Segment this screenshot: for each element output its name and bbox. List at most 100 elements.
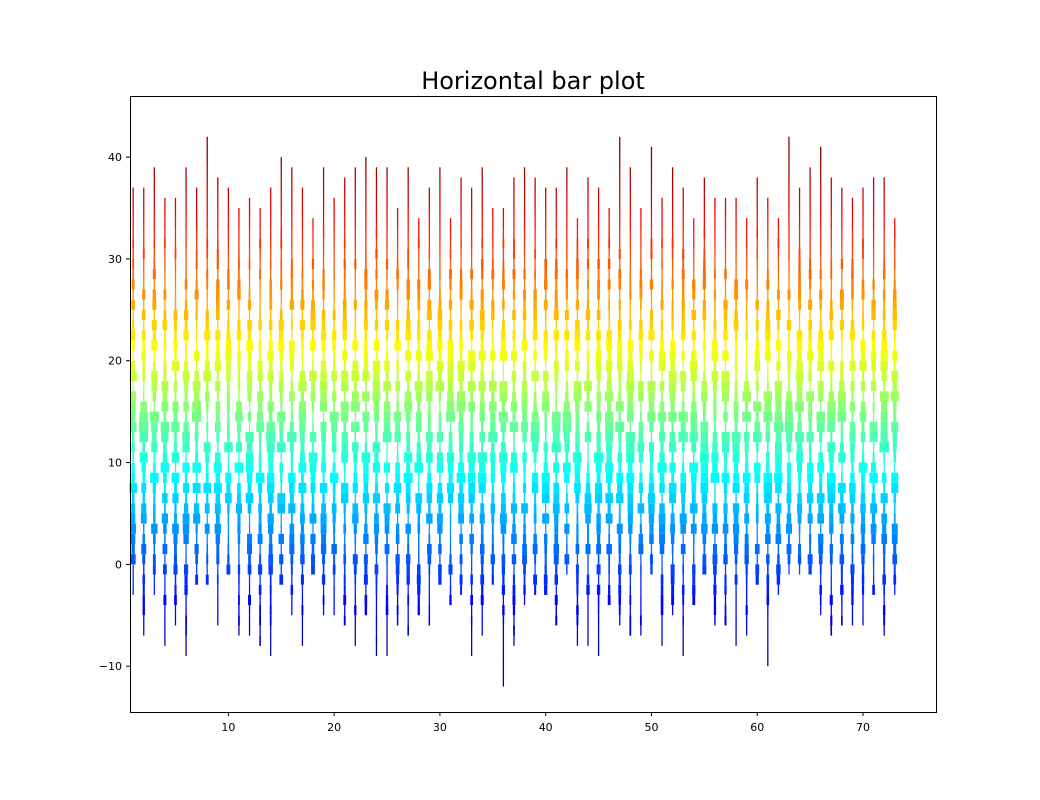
- bar-segment: [795, 401, 804, 412]
- bar-segment: [163, 594, 167, 606]
- bar-segment: [808, 442, 812, 453]
- bar-segment: [217, 269, 219, 280]
- bar-segment: [809, 218, 811, 229]
- bar-segment: [491, 269, 495, 280]
- bar-segment: [543, 574, 548, 585]
- bar-segment: [238, 208, 240, 219]
- bar-segment: [343, 238, 346, 249]
- bar-segment: [215, 289, 220, 300]
- bar-segment: [354, 330, 357, 341]
- bar-segment: [637, 442, 645, 453]
- bar-segment: [702, 279, 707, 290]
- bar-segment: [618, 594, 621, 606]
- bar-segment: [164, 605, 166, 616]
- bar-segment: [891, 472, 899, 483]
- bar-segment: [132, 350, 134, 361]
- bar-segment: [301, 594, 304, 606]
- bar-segment: [850, 574, 854, 585]
- bar-segment: [586, 258, 590, 270]
- bar-segment: [798, 544, 802, 555]
- bar-segment: [608, 584, 611, 595]
- bar-segment: [576, 238, 579, 249]
- bar-segment: [185, 289, 187, 300]
- bar-segment: [407, 167, 409, 178]
- bar-segment: [227, 309, 230, 320]
- bar-segment: [206, 218, 208, 229]
- bar-segment: [883, 187, 885, 198]
- bar-segment: [545, 248, 547, 259]
- bar-segment: [238, 299, 240, 310]
- bar-segment: [471, 258, 473, 270]
- bar-segment: [301, 360, 304, 371]
- bar-segment: [839, 320, 844, 331]
- bar-segment: [689, 462, 699, 473]
- bar-segment: [333, 218, 335, 229]
- bar-segment: [808, 320, 812, 331]
- bar-segment: [139, 411, 149, 422]
- bar-segment: [320, 513, 327, 524]
- bar-segment: [131, 340, 135, 351]
- bar-segment: [839, 289, 844, 300]
- bar-segment: [460, 258, 462, 270]
- bar-segment: [374, 452, 379, 463]
- bar-segment: [554, 574, 558, 585]
- bar-segment: [850, 381, 855, 392]
- bar-segment: [894, 584, 896, 595]
- bar-segment: [682, 197, 684, 208]
- bar-segment: [830, 340, 833, 351]
- bar-segment: [354, 197, 356, 208]
- bar-segment: [574, 472, 580, 483]
- bar-segment: [396, 330, 400, 341]
- bar-segment: [437, 482, 443, 494]
- bar-segment: [407, 544, 410, 555]
- bar-segment: [460, 299, 462, 310]
- bar-segment: [471, 645, 473, 656]
- bar-segment: [787, 503, 791, 514]
- bar-segment: [671, 421, 674, 432]
- bar-segment: [206, 513, 208, 524]
- bar-segment: [713, 401, 717, 412]
- bar-segment: [830, 625, 833, 636]
- bar-segment: [164, 258, 166, 270]
- bar-segment: [809, 258, 812, 270]
- bar-segment: [543, 462, 548, 473]
- bar-segment: [837, 391, 846, 402]
- bar-segment: [586, 391, 590, 402]
- bar-segment: [616, 472, 624, 483]
- bar-segment: [151, 442, 158, 453]
- bar-segment: [257, 533, 263, 544]
- bar-segment: [258, 462, 262, 473]
- bar-segment: [491, 513, 495, 524]
- bar-segment: [417, 401, 421, 412]
- bar-segment: [439, 197, 441, 208]
- bar-segment: [182, 462, 190, 473]
- bar-segment: [678, 411, 688, 422]
- bar-segment: [350, 401, 360, 412]
- bar-segment: [787, 554, 791, 565]
- bar-segment: [597, 258, 600, 270]
- bar-segment: [586, 584, 590, 595]
- bar-segment: [564, 503, 570, 514]
- bar-segment: [542, 370, 549, 382]
- bar-segment: [267, 370, 274, 382]
- bar-segment: [481, 167, 483, 178]
- bar-segment: [809, 309, 811, 320]
- bar-segment: [690, 370, 697, 382]
- bar-segment: [660, 299, 664, 310]
- bar-segment: [680, 330, 686, 341]
- bar-segment: [712, 554, 718, 565]
- bar-segment: [438, 574, 442, 585]
- bar-segment: [671, 299, 674, 310]
- bar-segment: [164, 330, 166, 341]
- bar-segment: [692, 533, 695, 544]
- bar-segment: [460, 197, 462, 208]
- bar-segment: [544, 269, 548, 280]
- bar-segment: [533, 574, 538, 585]
- bar-segment: [809, 544, 812, 555]
- bar-segment: [618, 309, 621, 320]
- bar-segment: [712, 442, 718, 453]
- bar-segment: [658, 523, 666, 534]
- bar-segment: [259, 574, 261, 585]
- bar-segment: [298, 482, 307, 494]
- bar-segment: [629, 554, 632, 565]
